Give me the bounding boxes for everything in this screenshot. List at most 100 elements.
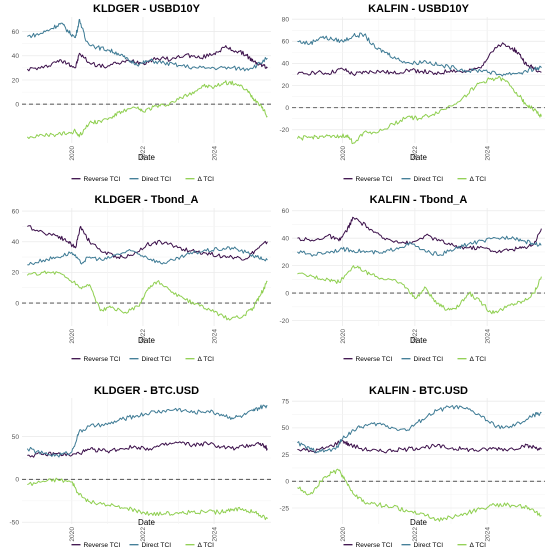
x-tick-label: 2024 (211, 329, 218, 344)
series-line-reverse (297, 216, 542, 254)
series-line-reverse (297, 439, 542, 454)
legend-label-reverse: Reverse TCI (356, 542, 393, 549)
series-line-direct (27, 246, 268, 266)
x-tick-label: 2024 (484, 329, 491, 344)
panel-title: KLDGER - Tbond_A (95, 194, 199, 206)
legend-label-reverse: Reverse TCI (356, 176, 393, 183)
series-line-reverse (27, 225, 268, 261)
series-line-delta (297, 265, 542, 315)
legend-label-delta: Δ TCI (198, 356, 215, 363)
y-tick-label: -20 (279, 127, 289, 134)
series-line-direct (297, 235, 542, 257)
y-tick-label: 20 (12, 77, 20, 84)
y-tick-label: 80 (282, 17, 290, 24)
y-tick-label: 40 (12, 53, 20, 60)
legend-label-reverse: Reverse TCI (356, 356, 393, 363)
series-line-delta (297, 468, 542, 522)
x-tick-label: 2020 (340, 527, 347, 542)
legend-label-direct: Direct TCI (142, 356, 172, 363)
series-line-direct (26, 404, 268, 458)
x-tick-label: 2022 (412, 527, 419, 542)
panel-0: KLDGER - USBD10Y 0 20 40 60 2020 2022 2024 Date R… (12, 3, 271, 183)
x-axis-label: Date (138, 336, 155, 345)
x-axis-label: Date (138, 518, 155, 527)
y-tick-label: 25 (282, 452, 290, 459)
x-axis-label: Date (410, 518, 427, 527)
y-tick-label: 40 (282, 235, 290, 242)
legend-label-reverse: Reverse TCI (84, 356, 121, 363)
x-tick-label: 2022 (412, 146, 419, 161)
panel-1: KALFIN - USBD10Y -20 0 20 40 60 80 2020 2022 2024… (279, 3, 545, 183)
y-tick-label: 40 (282, 61, 290, 68)
legend-label-direct: Direct TCI (414, 176, 444, 183)
x-axis-label: Date (410, 336, 427, 345)
series-line-direct (297, 405, 542, 454)
x-tick-label: 2024 (211, 527, 218, 542)
x-tick-label: 2020 (69, 527, 76, 542)
y-tick-label: 20 (282, 263, 290, 270)
y-tick-label: -25 (279, 505, 289, 512)
panel-title: KALFIN - BTC.USD (369, 385, 468, 397)
y-tick-label: 60 (282, 39, 290, 46)
y-tick-label: 50 (12, 434, 20, 441)
y-tick-label: 0 (15, 477, 19, 484)
panel-title: KLDGER - USBD10Y (93, 3, 201, 15)
series-line-direct (27, 18, 268, 72)
x-tick-label: 2020 (340, 146, 347, 161)
y-tick-label: 75 (282, 399, 290, 406)
y-tick-label: 20 (12, 270, 20, 277)
legend-label-direct: Direct TCI (414, 356, 444, 363)
y-tick-label: 20 (282, 83, 290, 90)
series-line-reverse (296, 42, 542, 76)
x-tick-label: 2020 (340, 329, 347, 344)
x-tick-label: 2024 (484, 527, 491, 542)
legend-label-reverse: Reverse TCI (84, 542, 121, 549)
y-tick-label: -50 (9, 520, 19, 527)
legend-label-reverse: Reverse TCI (84, 176, 121, 183)
legend-label-delta: Δ TCI (470, 176, 487, 183)
legend-label-delta: Δ TCI (198, 542, 215, 549)
series-line-reverse (27, 441, 268, 458)
x-axis-label: Date (138, 153, 155, 162)
y-tick-label: 0 (15, 102, 19, 109)
series-line-delta (27, 477, 268, 521)
panel-4: KLDGER - BTC.USD -50 0 50 2020 2022 2024 Date Re… (9, 385, 271, 549)
legend-label-delta: Δ TCI (470, 542, 487, 549)
y-tick-label: 60 (12, 208, 20, 215)
legend-label-direct: Direct TCI (142, 542, 172, 549)
x-tick-label: 2022 (140, 527, 147, 542)
x-tick-label: 2020 (69, 329, 76, 344)
series-line-delta (26, 270, 268, 321)
x-tick-label: 2022 (140, 146, 147, 161)
y-tick-label: 0 (285, 290, 289, 297)
panel-title: KALFIN - Tbond_A (370, 194, 468, 206)
panel-2: KLDGER - Tbond_A 0 20 40 60 2020 2022 2024 Date R… (12, 194, 271, 363)
y-tick-label: -20 (279, 318, 289, 325)
series-line-reverse (26, 45, 268, 72)
panel-3: KALFIN - Tbond_A -20 0 20 40 60 2020 2022 2024 Da… (279, 194, 545, 363)
legend-label-delta: Δ TCI (198, 176, 215, 183)
y-tick-label: 60 (12, 29, 20, 36)
legend-label-direct: Direct TCI (142, 176, 172, 183)
panel-title: KLDGER - BTC.USD (94, 385, 199, 397)
y-tick-label: 0 (15, 300, 19, 307)
series-line-delta (26, 80, 268, 139)
panel-5: KALFIN - BTC.USD -25 0 25 50 75 2020 2022 2024 Da… (279, 385, 545, 549)
x-tick-label: 2022 (412, 329, 419, 344)
y-tick-label: 0 (285, 105, 289, 112)
x-tick-label: 2020 (69, 146, 76, 161)
y-tick-label: 50 (282, 425, 290, 432)
series-line-delta (296, 75, 542, 145)
panel-title: KALFIN - USBD10Y (368, 3, 470, 15)
x-tick-label: 2024 (211, 146, 218, 161)
x-axis-label: Date (410, 153, 427, 162)
series-line-direct (297, 32, 542, 77)
y-tick-label: 40 (12, 239, 20, 246)
x-tick-label: 2024 (484, 146, 491, 161)
y-tick-label: 0 (285, 479, 289, 486)
x-tick-label: 2022 (140, 329, 147, 344)
legend-label-delta: Δ TCI (470, 356, 487, 363)
legend-label-direct: Direct TCI (414, 542, 444, 549)
y-tick-label: 60 (282, 208, 290, 215)
